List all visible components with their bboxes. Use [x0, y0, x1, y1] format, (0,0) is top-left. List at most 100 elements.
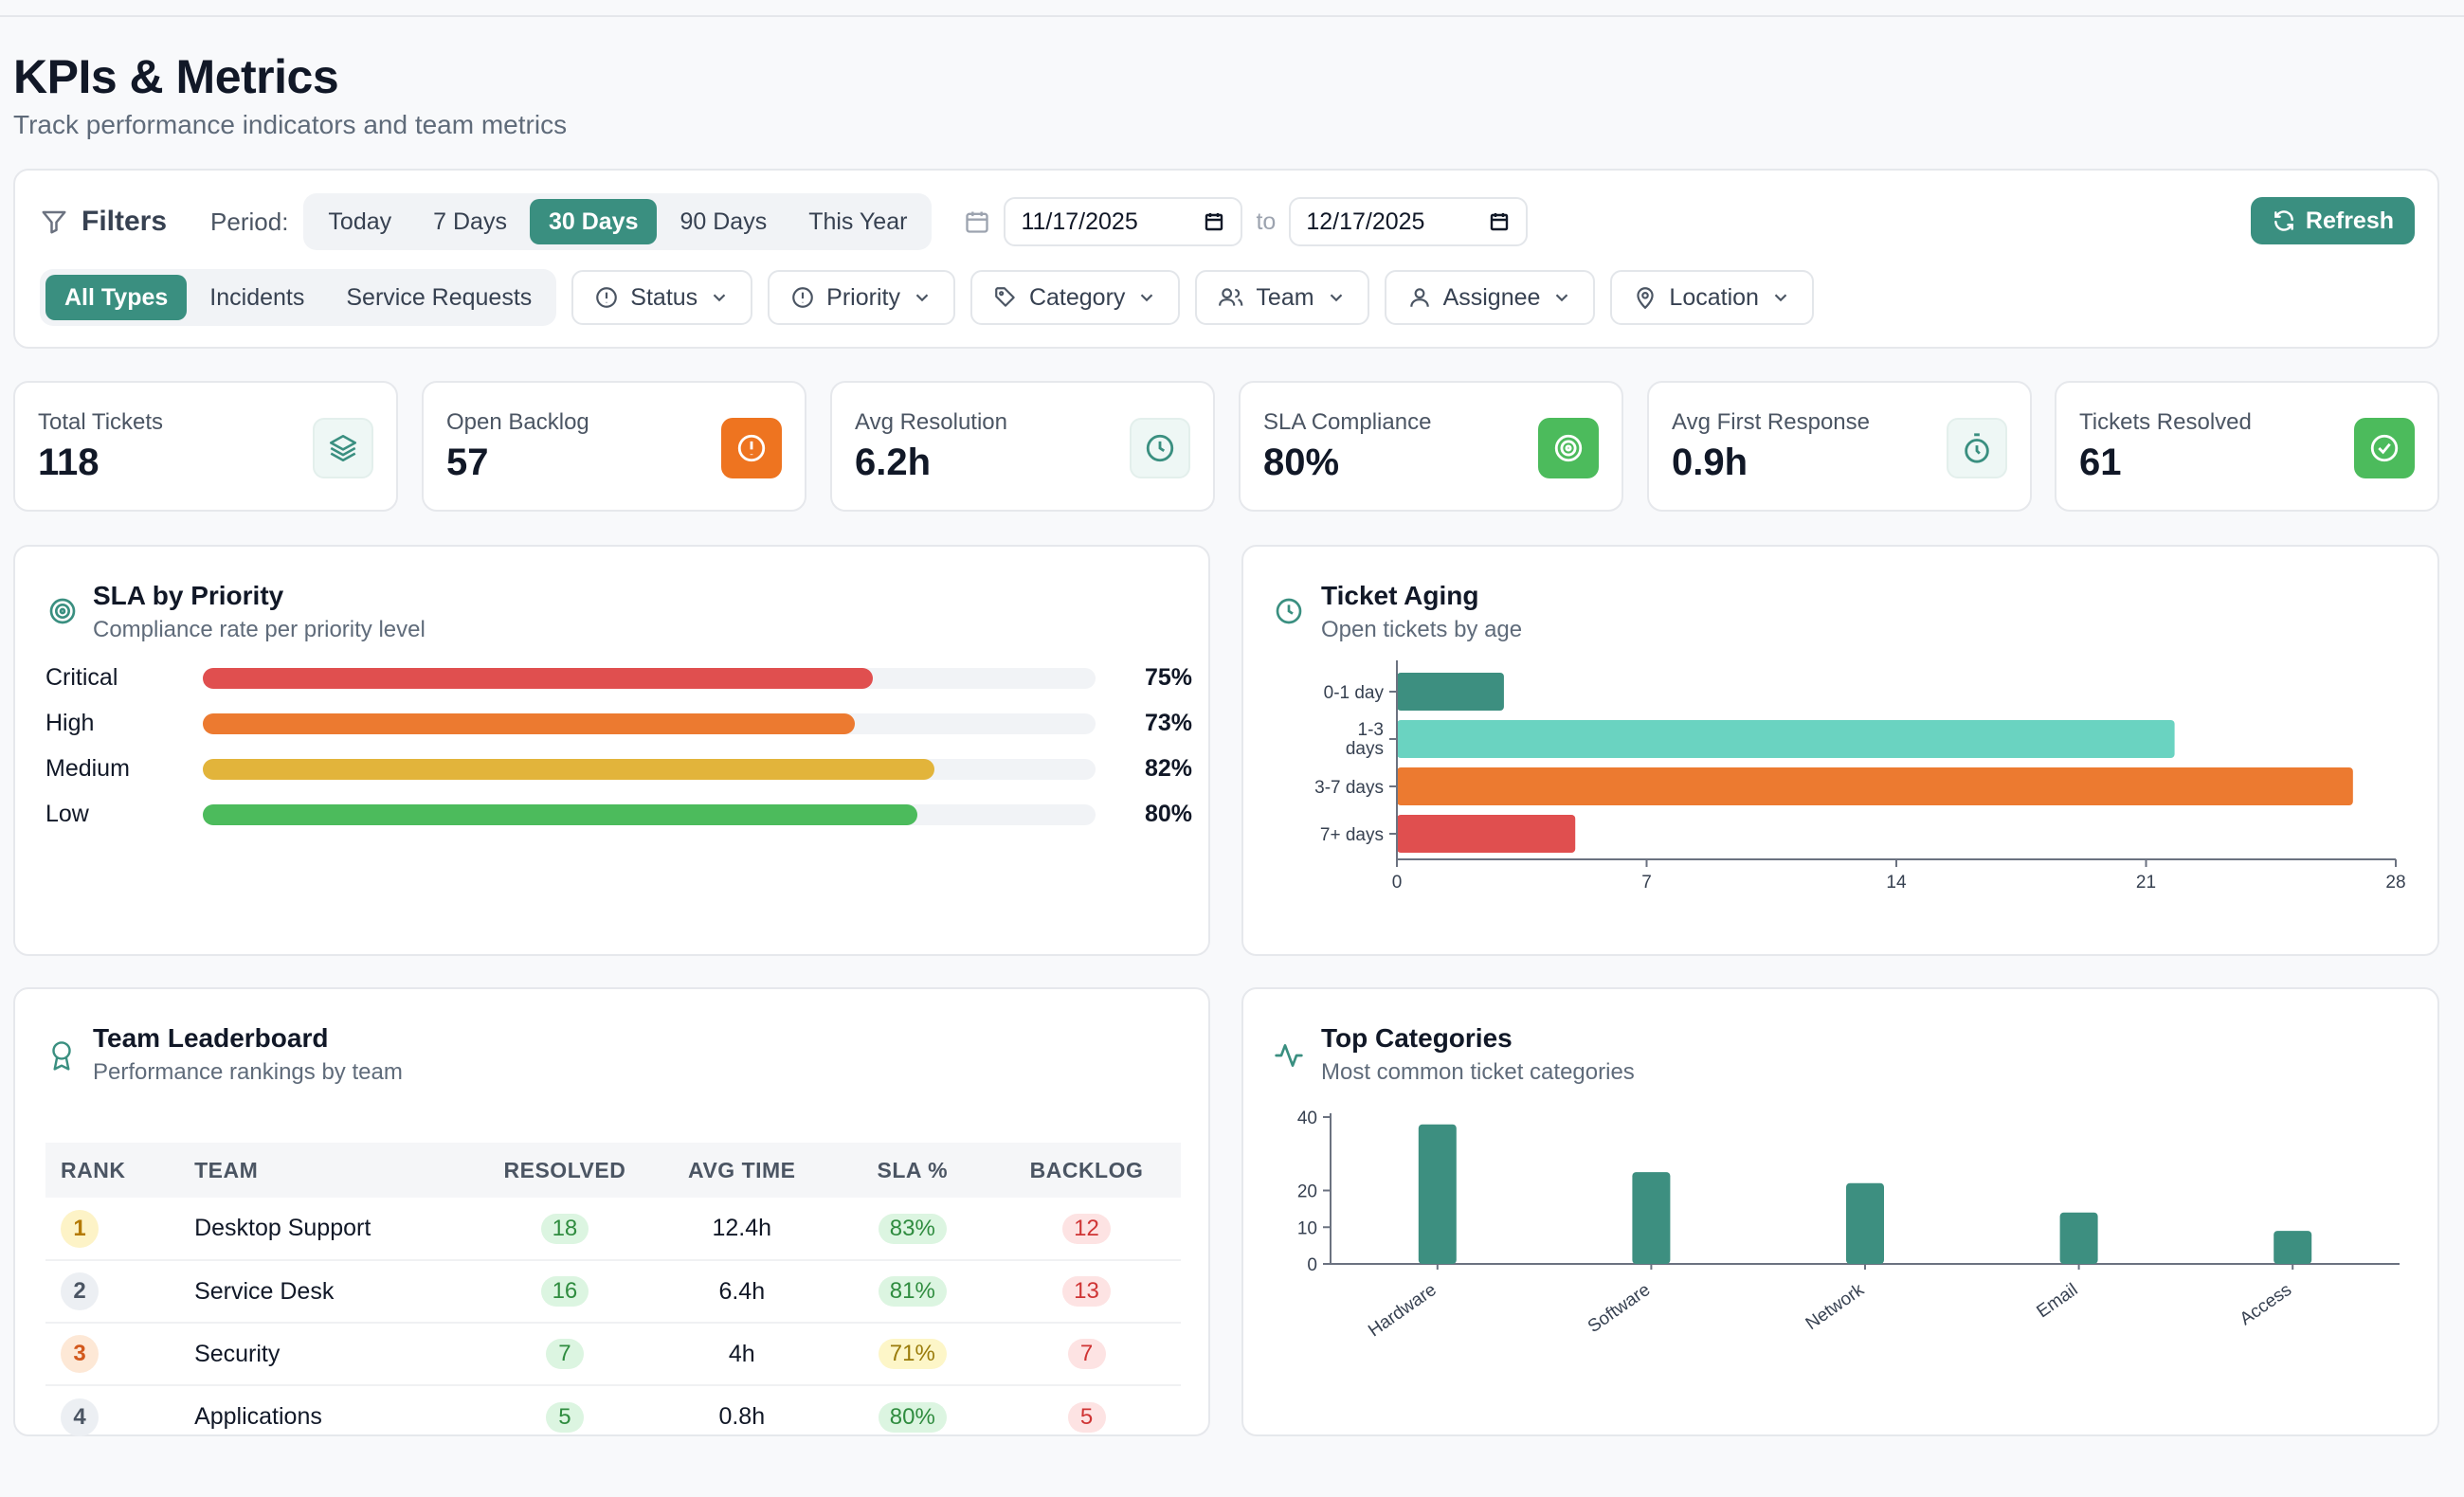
type-incidents[interactable]: Incidents: [209, 283, 305, 311]
aging-bar: [1397, 673, 1504, 711]
kpi-label: SLA Compliance: [1263, 409, 1432, 435]
location-dropdown[interactable]: Location: [1610, 270, 1814, 325]
top-categories-chart: 0 10 20 40 Hardware Software Network Email Acces…: [1297, 1109, 2400, 1341]
chevron-down-icon: [713, 294, 726, 302]
backlog-badge: 7: [1067, 1339, 1106, 1369]
sla-priority-name: Low: [45, 801, 89, 827]
column-header[interactable]: SLA %: [832, 1143, 992, 1198]
sla-row: Critical 75%: [45, 662, 1192, 694]
rank-badge: 4: [61, 1398, 99, 1436]
alert-circle-icon: [721, 418, 782, 478]
column-header[interactable]: TEAM: [179, 1143, 479, 1198]
alert-circle-icon: [792, 287, 814, 308]
resolved-badge: 18: [540, 1213, 589, 1244]
sla-percent: 73%: [1144, 710, 1192, 736]
users-icon: [1219, 288, 1243, 306]
ticket-aging-card: Ticket Aging Open tickets by age 0-1 day…: [1241, 545, 2439, 956]
x-tick-label: 7: [1641, 873, 1652, 893]
sla-progress-track: [203, 713, 1096, 734]
kpi-value: 118: [38, 442, 100, 483]
sla-by-priority-card: SLA by Priority Compliance rate per prio…: [13, 545, 1210, 956]
category-dropdown[interactable]: Category: [969, 270, 1181, 325]
page-title: KPIs & Metrics: [13, 50, 339, 103]
team-dropdown[interactable]: Team: [1195, 270, 1369, 325]
y-tick-label: 7+ days: [1320, 825, 1384, 845]
calendar-picker-icon[interactable]: [1488, 210, 1511, 233]
avg-time: 0.8h: [718, 1403, 766, 1430]
categories-title: Top Categories: [1321, 1023, 1513, 1053]
avg-time: 4h: [650, 1323, 833, 1386]
kpi-tickets-resolved: Tickets Resolved 61: [2055, 381, 2439, 512]
category-dropdown-label: Category: [1028, 283, 1126, 311]
y-tick-label: 3-7 days: [1314, 778, 1384, 798]
period-30-days[interactable]: 30 Days: [529, 199, 658, 244]
y-tick-label: 20: [1297, 1182, 1317, 1202]
table-header-row: RANK TEAM RESOLVED AVG TIME SLA % BACKLO…: [45, 1143, 1181, 1198]
priority-dropdown-label: Priority: [826, 283, 900, 311]
kpi-sla-compliance: SLA Compliance 80%: [1239, 381, 1623, 512]
check-circle-icon: [2354, 418, 2415, 478]
top-divider: [0, 15, 2464, 17]
leaderboard-title: Team Leaderboard: [93, 1023, 329, 1053]
period-this-year[interactable]: This Year: [808, 207, 908, 235]
column-header[interactable]: RESOLVED: [478, 1143, 651, 1198]
resolved-badge: 16: [540, 1276, 589, 1307]
refresh-icon: [2274, 210, 2293, 231]
calendar-picker-icon[interactable]: [1203, 210, 1225, 233]
x-tick-label: 0: [1392, 873, 1403, 893]
priority-dropdown[interactable]: Priority: [768, 270, 955, 325]
team-name: Applications: [194, 1403, 322, 1430]
team-name: Service Desk: [179, 1260, 479, 1324]
kpi-value: 57: [446, 442, 489, 483]
rank-badge: 2: [61, 1272, 99, 1310]
sla-badge: 81%: [878, 1276, 947, 1307]
sla-percent: 80%: [1144, 801, 1192, 827]
y-tick-label: 10: [1297, 1218, 1317, 1238]
sla-priority-name: Critical: [45, 664, 118, 691]
sla-badge: 71%: [878, 1339, 947, 1369]
refresh-button[interactable]: Refresh: [2250, 197, 2415, 244]
table-row[interactable]: 4 Applications 5 0.8h 80% 5: [45, 1385, 1181, 1448]
x-tick-label: 21: [2136, 873, 2156, 893]
kpi-label: Tickets Resolved: [2079, 409, 2252, 435]
aging-bar: [1397, 720, 2175, 758]
status-dropdown-label: Status: [630, 283, 698, 311]
rank-badge: 1: [61, 1209, 99, 1248]
target-icon: [49, 598, 76, 624]
location-dropdown-label: Location: [1669, 283, 1759, 311]
column-header[interactable]: AVG TIME: [650, 1143, 833, 1198]
chevron-down-icon: [1330, 294, 1342, 302]
chevron-down-icon: [1774, 294, 1787, 302]
sla-progress-fill: [203, 668, 873, 689]
y-tick-label: 0-1 day: [1324, 683, 1385, 703]
team-dropdown-label: Team: [1256, 283, 1314, 311]
period-7-days[interactable]: 7 Days: [433, 207, 507, 235]
x-tick-label: Hardware: [1365, 1280, 1440, 1341]
y-tick-label: days: [1346, 739, 1384, 759]
kpi-avg-first-response: Avg First Response 0.9h: [1647, 381, 2032, 512]
y-tick-label: 0: [1307, 1255, 1317, 1275]
date-from-input[interactable]: 11/17/2025: [1004, 197, 1243, 246]
table-row[interactable]: 1 Desktop Support 18 12.4h 83% 12: [45, 1198, 1181, 1261]
period-90-days[interactable]: 90 Days: [679, 207, 768, 235]
date-to-input[interactable]: 12/17/2025: [1289, 197, 1529, 246]
period-today[interactable]: Today: [328, 207, 392, 235]
sla-title: SLA by Priority: [93, 581, 284, 610]
sla-subtitle: Compliance rate per priority level: [93, 617, 426, 642]
column-header[interactable]: BACKLOG: [992, 1143, 1181, 1198]
column-header[interactable]: RANK: [45, 1143, 180, 1198]
aging-subtitle: Open tickets by age: [1321, 617, 1523, 642]
type-service-requests[interactable]: Service Requests: [346, 283, 533, 311]
assignee-dropdown-label: Assignee: [1442, 283, 1541, 311]
x-tick-label: Software: [1585, 1280, 1654, 1337]
user-icon: [1409, 288, 1429, 307]
kpi-total-tickets: Total Tickets 118: [13, 381, 398, 512]
status-dropdown[interactable]: Status: [571, 270, 753, 325]
table-row[interactable]: 2 Service Desk 16 6.4h 81% 13: [45, 1260, 1181, 1324]
kpi-label: Avg Resolution: [855, 409, 1007, 435]
table-row[interactable]: 3 Security 7 4h 71% 7: [45, 1323, 1181, 1386]
assignee-dropdown[interactable]: Assignee: [1384, 270, 1596, 325]
chevron-down-icon: [1556, 294, 1568, 302]
kpi-label: Total Tickets: [38, 409, 164, 435]
type-all[interactable]: All Types: [45, 275, 188, 320]
